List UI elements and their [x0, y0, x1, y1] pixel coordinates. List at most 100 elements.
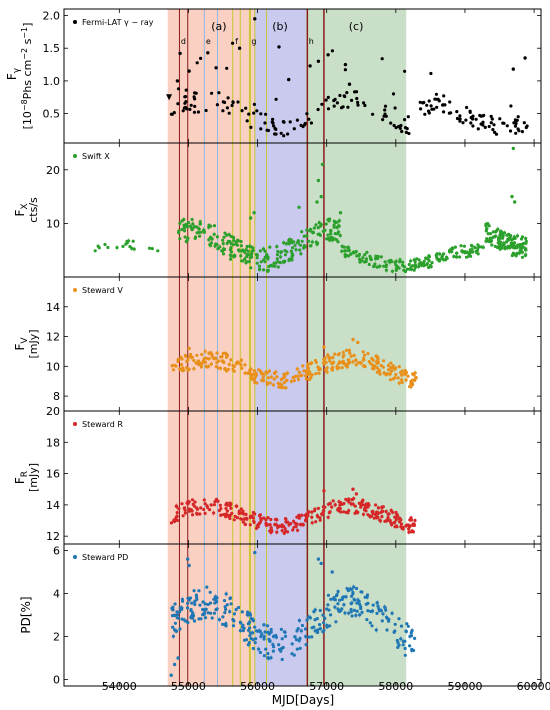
data-point	[254, 252, 258, 257]
data-point	[183, 229, 187, 233]
data-point	[382, 359, 386, 363]
data-point	[247, 112, 251, 116]
data-point	[173, 614, 177, 618]
data-point	[404, 130, 408, 134]
data-point	[298, 243, 303, 247]
data-point	[458, 255, 462, 259]
data-point	[363, 503, 367, 507]
data-point	[286, 530, 290, 534]
data-point	[249, 216, 253, 220]
data-point	[471, 117, 475, 121]
data-point	[354, 90, 359, 94]
data-point	[375, 611, 379, 616]
data-point	[419, 107, 423, 111]
region-0	[167, 9, 255, 686]
data-point	[221, 351, 225, 355]
data-point	[383, 519, 387, 523]
data-point	[448, 100, 452, 104]
data-point	[280, 637, 284, 641]
data-point	[278, 261, 282, 265]
y-tick-label: 0.5	[43, 108, 61, 121]
data-point	[252, 102, 256, 106]
data-point	[283, 634, 288, 639]
data-point	[394, 372, 398, 377]
data-point	[248, 523, 252, 527]
data-point	[281, 120, 285, 124]
data-point	[250, 617, 255, 621]
data-point	[328, 624, 332, 628]
data-point	[264, 647, 268, 651]
data-point	[186, 596, 190, 600]
data-point	[476, 246, 480, 250]
data-point	[240, 610, 244, 614]
data-point	[216, 359, 220, 363]
data-point	[263, 121, 267, 125]
data-point	[188, 355, 192, 359]
data-point	[193, 104, 197, 108]
data-point	[363, 103, 367, 108]
data-point	[464, 118, 468, 122]
data-point	[378, 372, 382, 376]
data-point	[328, 359, 332, 363]
data-point	[435, 105, 439, 109]
region-label-2: (c)	[349, 20, 364, 33]
data-point	[429, 104, 433, 108]
data-point	[258, 650, 262, 655]
data-point	[248, 611, 252, 616]
data-point	[169, 673, 173, 677]
data-point	[150, 247, 154, 251]
data-point	[409, 530, 413, 534]
data-point	[381, 118, 385, 122]
data-point	[190, 498, 195, 502]
data-point	[333, 232, 337, 236]
data-point	[413, 266, 417, 270]
data-point	[226, 96, 230, 100]
data-point	[184, 95, 188, 99]
data-point	[413, 636, 417, 641]
data-point	[279, 131, 283, 135]
data-point	[262, 623, 266, 627]
data-point	[509, 104, 513, 108]
data-point	[169, 112, 174, 116]
data-point	[202, 230, 207, 234]
data-point	[307, 239, 311, 243]
data-point	[215, 103, 219, 107]
data-point	[370, 624, 374, 628]
data-point	[320, 102, 324, 106]
data-point	[345, 91, 349, 95]
data-point	[380, 619, 384, 623]
data-point	[190, 601, 194, 605]
data-point	[300, 239, 304, 243]
data-point	[393, 520, 397, 525]
data-point	[401, 260, 405, 264]
data-point	[186, 557, 190, 561]
data-point	[455, 251, 459, 255]
data-point	[316, 107, 320, 112]
event-label-6: g	[251, 37, 256, 46]
data-point	[274, 132, 278, 136]
data-point	[433, 97, 437, 101]
data-point	[178, 51, 182, 56]
y-tick-label: 2.0	[43, 10, 61, 23]
data-point	[316, 59, 321, 63]
data-point	[295, 118, 299, 122]
data-point	[217, 91, 221, 95]
data-point	[189, 614, 194, 619]
data-point	[376, 604, 380, 608]
data-point	[236, 239, 240, 243]
data-point	[180, 617, 184, 621]
y-axis-unit-0: [10−8Phs cm−2 s−1]	[20, 23, 34, 130]
data-point	[417, 262, 421, 266]
data-point	[371, 509, 375, 513]
data-point	[296, 627, 300, 631]
x-axis-label: MJD[Days]	[272, 693, 334, 707]
data-point	[307, 117, 311, 121]
data-point	[193, 500, 197, 504]
data-point	[454, 255, 458, 259]
data-point	[203, 360, 208, 364]
y-axis-unit-2: [mJy]	[27, 329, 40, 358]
data-point	[489, 114, 493, 118]
data-point	[403, 269, 408, 274]
data-point	[252, 111, 256, 115]
data-point	[202, 507, 206, 512]
